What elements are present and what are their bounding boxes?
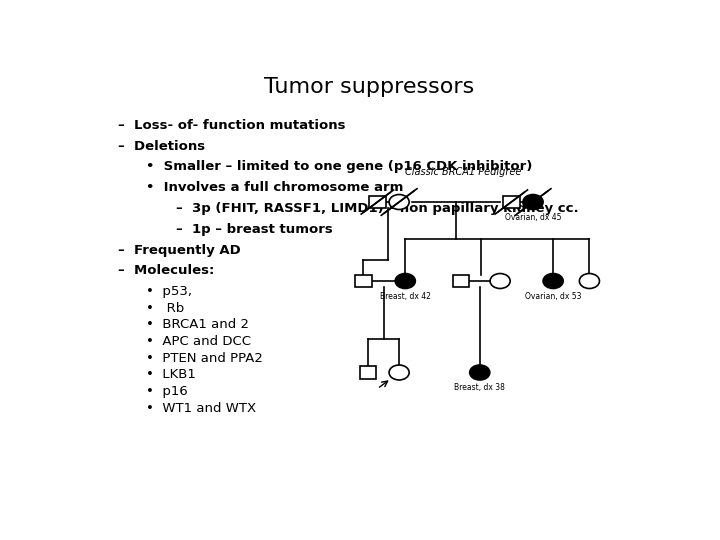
Circle shape [580, 274, 600, 288]
Circle shape [490, 274, 510, 288]
Circle shape [543, 274, 563, 288]
Bar [453, 275, 469, 287]
Text: •  p53,: • p53, [145, 285, 192, 298]
Text: Tumor suppressors: Tumor suppressors [264, 77, 474, 97]
Text: Ovarian, dx 45: Ovarian, dx 45 [505, 213, 562, 222]
Circle shape [389, 365, 409, 380]
Text: –  Frequently AD: – Frequently AD [118, 244, 240, 256]
Text: –  Deletions: – Deletions [118, 140, 205, 153]
Text: –  Loss- of- function mutations: – Loss- of- function mutations [118, 119, 346, 132]
Text: •  WT1 and WTX: • WT1 and WTX [145, 402, 256, 415]
Text: Ovarian, dx 53: Ovarian, dx 53 [525, 292, 581, 301]
Text: •  LKB1: • LKB1 [145, 368, 196, 381]
Text: •  PTEN and PPA2: • PTEN and PPA2 [145, 352, 263, 365]
Text: •  APC and DCC: • APC and DCC [145, 335, 251, 348]
Circle shape [469, 365, 490, 380]
Bar [503, 196, 520, 208]
Bar [369, 196, 386, 208]
Text: •  p16: • p16 [145, 385, 187, 398]
Text: –  3p (FHIT, RASSF1, LIMD1) – non papillary kidney cc.: – 3p (FHIT, RASSF1, LIMD1) – non papilla… [176, 202, 579, 215]
Circle shape [389, 194, 409, 210]
Text: •  Involves a full chromosome arm: • Involves a full chromosome arm [145, 181, 403, 194]
Circle shape [395, 274, 415, 288]
Text: Breast, dx 42: Breast, dx 42 [380, 292, 431, 301]
Text: Breast, dx 38: Breast, dx 38 [454, 383, 505, 392]
Circle shape [523, 194, 543, 210]
Text: –  1p – breast tumors: – 1p – breast tumors [176, 223, 333, 236]
Bar [355, 275, 372, 287]
Text: •  Smaller – limited to one gene (p16 CDK inhibitor): • Smaller – limited to one gene (p16 CDK… [145, 160, 532, 173]
Text: Classic BRCA1 Pedigree: Classic BRCA1 Pedigree [405, 167, 522, 177]
Text: •   Rb: • Rb [145, 302, 184, 315]
Text: •  BRCA1 and 2: • BRCA1 and 2 [145, 319, 249, 332]
Bar [359, 366, 377, 379]
Text: –  Molecules:: – Molecules: [118, 265, 215, 278]
